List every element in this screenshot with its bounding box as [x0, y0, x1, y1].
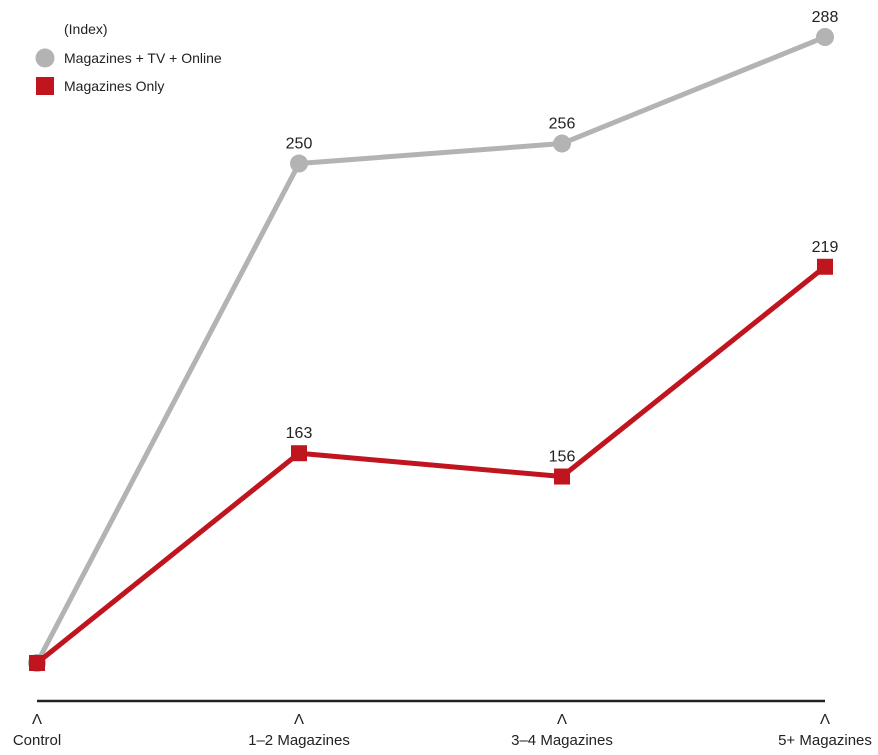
data-point-square — [291, 445, 307, 462]
y-axis-label: (Index) — [64, 21, 108, 37]
x-tick-label: 1–2 Magazines — [248, 732, 350, 749]
data-point-circle — [816, 28, 834, 46]
legend-marker-circle — [35, 48, 55, 68]
data-label: 250 — [286, 136, 313, 153]
x-tick-mark: Λ — [557, 711, 567, 728]
data-point-circle — [553, 134, 571, 153]
series-line-1 — [34, 34, 828, 666]
x-tick-mark: Λ — [32, 711, 42, 728]
legend-label: Magazines Only — [64, 78, 164, 94]
data-label: 288 — [812, 9, 839, 26]
legend-label: Magazines + TV + Online — [64, 50, 222, 66]
x-tick-label: 5+ Magazines — [778, 732, 872, 749]
data-label: 156 — [549, 449, 576, 466]
legend-marker-square — [36, 77, 54, 95]
data-label: 163 — [286, 425, 313, 442]
x-tick-mark: Λ — [294, 711, 304, 728]
data-label: 219 — [812, 239, 839, 256]
x-tick-mark: Λ — [820, 711, 830, 728]
data-point-square — [817, 258, 833, 275]
x-tick-label: 3–4 Magazines — [511, 732, 613, 749]
data-label: 256 — [549, 116, 576, 133]
data-point-square — [29, 655, 45, 671]
data-point-circle — [290, 154, 308, 173]
x-tick-label: Control — [13, 732, 61, 749]
series-line-2 — [34, 264, 828, 666]
data-point-square — [554, 468, 570, 485]
